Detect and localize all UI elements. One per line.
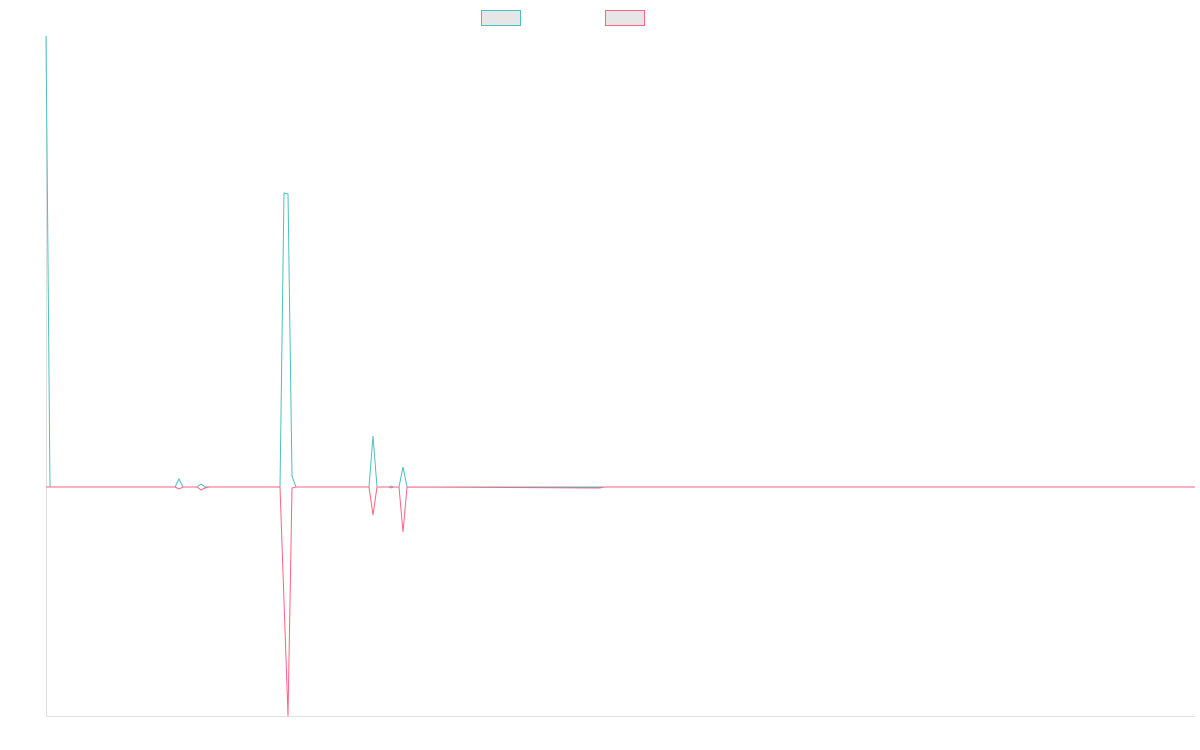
series-line <box>45 35 1195 488</box>
legend-swatch[interactable] <box>481 10 521 26</box>
legend-swatch[interactable] <box>605 10 645 26</box>
series-line <box>46 486 1195 717</box>
